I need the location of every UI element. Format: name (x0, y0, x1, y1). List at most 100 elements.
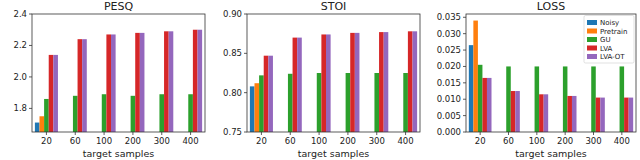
x-tick (508, 132, 509, 135)
x-tick (621, 132, 622, 135)
x-axis-label: target samples (515, 148, 586, 159)
bar (102, 94, 107, 132)
x-tick (376, 132, 377, 135)
bar (620, 66, 625, 132)
x-tick (132, 132, 133, 135)
legend-swatch (587, 29, 597, 34)
bar (164, 31, 169, 132)
y-tick-label: 0.030 (437, 29, 461, 39)
y-tick-label: 0.80 (223, 88, 242, 98)
y-tick-label: 0.75 (223, 127, 242, 137)
x-tick (565, 132, 566, 135)
bar (140, 33, 145, 132)
y-tick (463, 33, 466, 34)
bar (131, 96, 136, 132)
bar (53, 55, 58, 132)
bar (478, 65, 483, 132)
figure: PESQ 1.8 2.0 2.2 2.4 20 60 100 200 300 400 target s… (0, 0, 640, 160)
y-tick-label: 2.0 (13, 72, 27, 82)
bar (379, 32, 384, 132)
x-tick-label: 400 (397, 136, 413, 146)
x-tick (290, 132, 291, 135)
y-tick-label: 0.020 (437, 61, 461, 71)
x-axis-label: target samples (298, 148, 369, 159)
bar (629, 98, 634, 132)
y-tick-label: 2.2 (13, 40, 27, 50)
x-tick (261, 132, 262, 135)
x-tick-label: 20 (41, 136, 52, 146)
y-tick (244, 92, 247, 93)
legend-label: LVA-OT (600, 53, 625, 61)
bar (506, 66, 511, 132)
plot-frame (247, 14, 420, 132)
chart-panel: PESQ1.82.02.22.42060100200300400target s… (13, 0, 205, 159)
bar (169, 31, 174, 132)
y-tick (244, 14, 247, 15)
x-tick (347, 132, 348, 135)
chart-title: PESQ (104, 0, 134, 13)
bar (321, 34, 326, 132)
bar (44, 99, 49, 132)
x-tick-label: 100 (311, 136, 327, 146)
y-tick-label: 0.025 (437, 45, 461, 55)
bar (600, 98, 605, 132)
bar (482, 78, 487, 132)
y-tick-label: 0.035 (437, 12, 461, 22)
x-tick-label: 20 (475, 136, 486, 146)
bar (317, 73, 322, 132)
x-tick (319, 132, 320, 135)
bar (193, 30, 198, 132)
x-tick-label: 200 (125, 136, 141, 146)
x-tick (190, 132, 191, 135)
bar (326, 34, 331, 132)
bar (563, 66, 568, 132)
chart-panel: LOSS0.0000.0050.0100.0150.0200.0250.0300… (437, 0, 636, 159)
x-tick-label: 400 (614, 136, 630, 146)
y-tick (463, 115, 466, 116)
bar (106, 34, 111, 132)
bar (268, 56, 273, 132)
x-tick-label: 300 (585, 136, 601, 146)
y-tick (463, 82, 466, 83)
bar (82, 39, 87, 132)
x-tick (405, 132, 406, 135)
bar (254, 83, 259, 132)
bar (135, 33, 140, 132)
x-tick-label: 60 (503, 136, 514, 146)
y-tick-label: 0.015 (437, 78, 461, 88)
x-tick (161, 132, 162, 135)
legend-label: Noisy (600, 19, 619, 27)
bar (297, 38, 302, 132)
y-tick (463, 17, 466, 18)
bars (35, 30, 202, 132)
bar (567, 96, 572, 132)
x-tick-label: 100 (529, 136, 545, 146)
y-tick-label: 1.8 (13, 103, 27, 113)
bar (288, 74, 293, 132)
x-tick-label: 20 (256, 136, 267, 146)
y-tick-label: 2.4 (13, 9, 27, 19)
x-axis-label: target samples (83, 148, 154, 159)
bar (591, 66, 596, 132)
y-tick (29, 14, 32, 15)
y-tick (463, 66, 466, 67)
bar (487, 78, 492, 132)
bar (539, 94, 544, 132)
bar (403, 73, 408, 132)
legend: NoisyPretrainGULVALVA-OT (584, 16, 634, 64)
bar (250, 86, 255, 132)
bar (39, 116, 44, 132)
y-tick (463, 50, 466, 51)
x-tick-label: 300 (369, 136, 385, 146)
bar (544, 94, 549, 132)
x-tick-label: 100 (96, 136, 112, 146)
x-tick-label: 200 (340, 136, 356, 146)
bar (264, 56, 269, 132)
bars (250, 31, 417, 132)
x-tick (75, 132, 76, 135)
x-tick-label: 400 (182, 136, 198, 146)
bar (35, 123, 40, 132)
bar (49, 55, 54, 132)
bar (535, 66, 540, 132)
y-tick-label: 0.010 (437, 94, 461, 104)
